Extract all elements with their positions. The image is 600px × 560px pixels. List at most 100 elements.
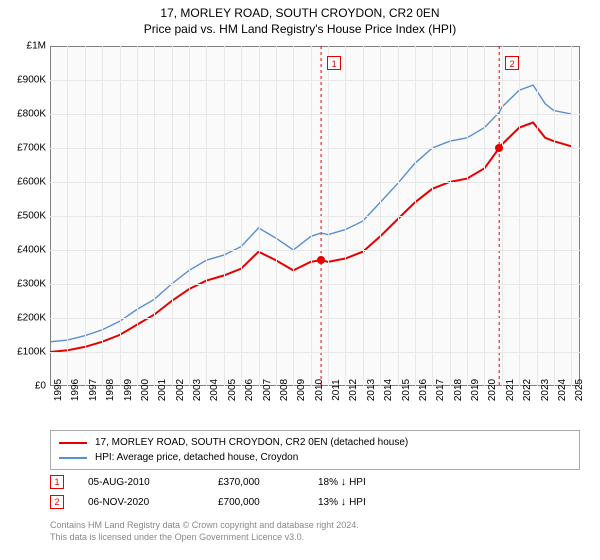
- gridline-v: [276, 46, 277, 386]
- gridline-h: [50, 216, 580, 217]
- gridline-v: [189, 46, 190, 386]
- gridline-v: [537, 46, 538, 386]
- x-axis-label: 2007: [262, 379, 273, 401]
- y-axis-label: £0: [35, 381, 46, 392]
- sale-marker-2: 2: [505, 56, 519, 70]
- x-axis-label: 1995: [53, 379, 64, 401]
- gridline-v: [241, 46, 242, 386]
- attribution-text: Contains HM Land Registry data © Crown c…: [50, 520, 580, 543]
- y-axis-label: £600K: [17, 177, 46, 188]
- gridline-v: [328, 46, 329, 386]
- title-line-1: 17, MORLEY ROAD, SOUTH CROYDON, CR2 0EN: [0, 6, 600, 20]
- x-axis-label: 2021: [505, 379, 516, 401]
- gridline-v: [450, 46, 451, 386]
- x-axis-label: 2013: [366, 379, 377, 401]
- transaction-price: £700,000: [218, 497, 318, 508]
- x-axis-label: 1998: [105, 379, 116, 401]
- x-axis-label: 2009: [296, 379, 307, 401]
- attribution-line-2: This data is licensed under the Open Gov…: [50, 532, 580, 544]
- x-axis-label: 2016: [418, 379, 429, 401]
- x-axis-label: 2004: [209, 379, 220, 401]
- x-axis-label: 2010: [314, 379, 325, 401]
- sale-marker-1: 1: [327, 56, 341, 70]
- gridline-h: [50, 352, 580, 353]
- gridline-v: [172, 46, 173, 386]
- arrow-down-icon: ↓: [341, 496, 347, 508]
- gridline-v: [380, 46, 381, 386]
- legend-item: HPI: Average price, detached house, Croy…: [59, 450, 571, 465]
- transaction-date: 05-AUG-2010: [88, 477, 218, 488]
- sale-point-dot: [317, 256, 325, 264]
- gridline-h: [50, 318, 580, 319]
- x-axis-label: 2019: [470, 379, 481, 401]
- gridline-v: [345, 46, 346, 386]
- y-axis-label: £900K: [17, 75, 46, 86]
- transaction-row: 1 05-AUG-2010£370,00018% ↓ HPI: [50, 472, 580, 492]
- gridline-v: [571, 46, 572, 386]
- transaction-row: 206-NOV-2020£700,00013% ↓ HPI: [50, 492, 580, 512]
- y-axis-label: £500K: [17, 211, 46, 222]
- gridline-v: [484, 46, 485, 386]
- x-axis-label: 2002: [175, 379, 186, 401]
- legend: 17, MORLEY ROAD, SOUTH CROYDON, CR2 0EN …: [50, 430, 580, 470]
- x-axis-label: 2003: [192, 379, 203, 401]
- legend-label: HPI: Average price, detached house, Croy…: [95, 452, 298, 463]
- attribution-line-1: Contains HM Land Registry data © Crown c…: [50, 520, 580, 532]
- x-axis-label: 2012: [348, 379, 359, 401]
- x-axis-label: 2008: [279, 379, 290, 401]
- gridline-v: [415, 46, 416, 386]
- gridline-h: [50, 80, 580, 81]
- gridline-v: [363, 46, 364, 386]
- gridline-v: [120, 46, 121, 386]
- transaction-delta: 18% ↓ HPI: [318, 476, 438, 488]
- title-line-2: Price paid vs. HM Land Registry's House …: [0, 22, 600, 36]
- chart-plot-area: £0£100K£200K£300K£400K£500K£600K£700K£80…: [50, 46, 580, 386]
- x-axis-label: 2000: [140, 379, 151, 401]
- transaction-delta: 13% ↓ HPI: [318, 496, 438, 508]
- gridline-v: [554, 46, 555, 386]
- chart-title-block: 17, MORLEY ROAD, SOUTH CROYDON, CR2 0EN …: [0, 0, 600, 36]
- legend-swatch: [59, 442, 87, 444]
- x-axis-label: 1999: [123, 379, 134, 401]
- legend-item: 17, MORLEY ROAD, SOUTH CROYDON, CR2 0EN …: [59, 435, 571, 450]
- gridline-h: [50, 250, 580, 251]
- gridline-v: [102, 46, 103, 386]
- x-axis-label: 2014: [383, 379, 394, 401]
- gridline-v: [432, 46, 433, 386]
- x-axis-label: 1996: [70, 379, 81, 401]
- gridline-v: [85, 46, 86, 386]
- transaction-marker: 1: [50, 475, 64, 489]
- y-axis-label: £400K: [17, 245, 46, 256]
- y-axis-label: £100K: [17, 347, 46, 358]
- transaction-price: £370,000: [218, 477, 318, 488]
- x-axis-label: 2001: [157, 379, 168, 401]
- gridline-v: [206, 46, 207, 386]
- y-axis-label: £800K: [17, 109, 46, 120]
- x-axis-label: 1997: [88, 379, 99, 401]
- transactions-table: 1 05-AUG-2010£370,00018% ↓ HPI 206-NOV-202…: [50, 472, 580, 512]
- y-axis-label: £300K: [17, 279, 46, 290]
- x-axis-label: 2023: [540, 379, 551, 401]
- x-axis-label: 2017: [435, 379, 446, 401]
- gridline-h: [50, 182, 580, 183]
- arrow-down-icon: ↓: [341, 476, 347, 488]
- gridline-v: [137, 46, 138, 386]
- gridline-v: [224, 46, 225, 386]
- gridline-h: [50, 114, 580, 115]
- x-axis-label: 2015: [401, 379, 412, 401]
- gridline-v: [502, 46, 503, 386]
- gridline-v: [293, 46, 294, 386]
- legend-label: 17, MORLEY ROAD, SOUTH CROYDON, CR2 0EN …: [95, 437, 408, 448]
- gridline-v: [398, 46, 399, 386]
- x-axis-label: 2011: [331, 379, 342, 401]
- gridline-v: [311, 46, 312, 386]
- transaction-date: 06-NOV-2020: [88, 497, 218, 508]
- gridline-v: [519, 46, 520, 386]
- gridline-v: [259, 46, 260, 386]
- x-axis-label: 2022: [522, 379, 533, 401]
- gridline-v: [467, 46, 468, 386]
- gridline-v: [154, 46, 155, 386]
- x-axis-label: 2025: [574, 379, 585, 401]
- x-axis-label: 2005: [227, 379, 238, 401]
- y-axis-label: £1M: [27, 41, 46, 52]
